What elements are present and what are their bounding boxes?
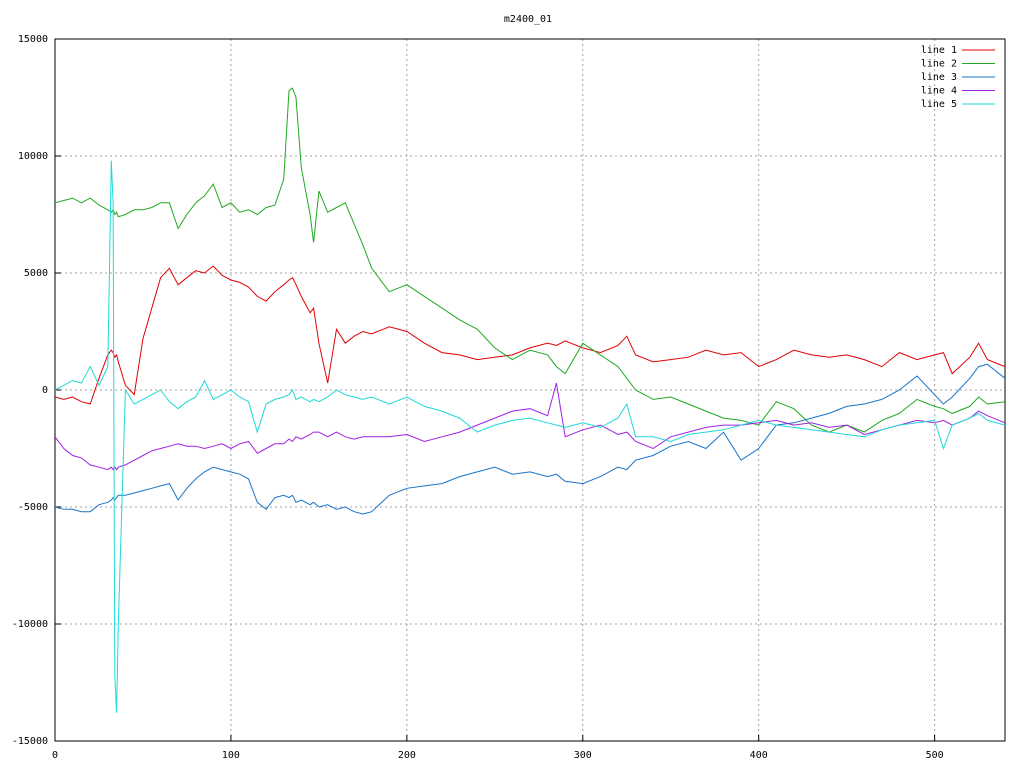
- y-tick-label: -5000: [18, 502, 48, 513]
- legend-label: line 4: [921, 86, 957, 97]
- series-line: [54, 265, 1006, 405]
- series-line: [54, 382, 1006, 471]
- legend-label: line 2: [921, 59, 957, 70]
- y-tick-label: 10000: [18, 151, 48, 162]
- legend-label: line 1: [921, 45, 957, 56]
- x-tick-label: 300: [574, 750, 592, 761]
- y-tick-label: 15000: [18, 34, 48, 45]
- x-tick-label: 100: [222, 750, 240, 761]
- series-line: [54, 160, 1006, 713]
- chart-title: m2400_01: [504, 14, 552, 25]
- y-tick-label: 0: [42, 385, 48, 396]
- legend-label: line 5: [921, 99, 957, 110]
- y-tick-label: -10000: [12, 619, 48, 630]
- series-line: [54, 87, 1006, 433]
- x-tick-label: 200: [398, 750, 416, 761]
- series-line: [54, 363, 1006, 515]
- y-tick-label: 5000: [24, 268, 48, 279]
- x-tick-label: 500: [926, 750, 944, 761]
- x-tick-label: 400: [750, 750, 768, 761]
- x-tick-label: 0: [52, 750, 58, 761]
- legend-label: line 3: [921, 72, 957, 83]
- y-tick-label: -15000: [12, 736, 48, 747]
